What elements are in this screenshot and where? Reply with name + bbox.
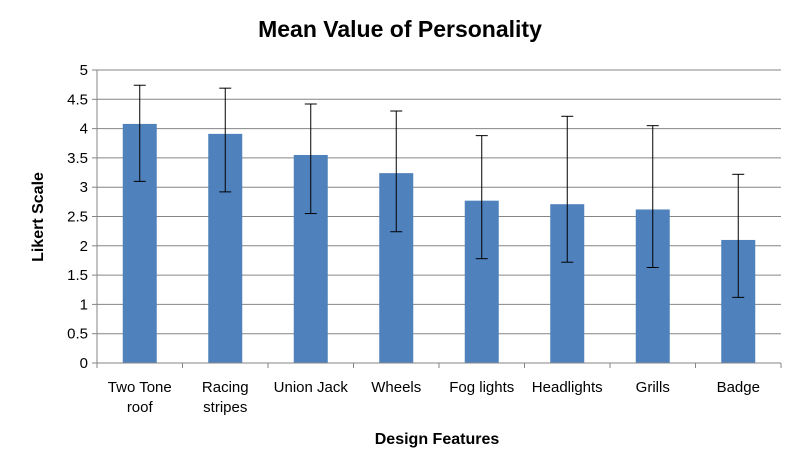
error-bar (732, 173, 745, 298)
error-bar (561, 115, 574, 263)
x-category-label-line: Racing (202, 379, 249, 396)
y-tick-label: 1.5 (67, 267, 88, 284)
y-tick-label: 2 (80, 238, 88, 255)
x-category-label: Grills (636, 379, 670, 396)
x-category-label: Fog lights (449, 379, 514, 396)
error-bar (133, 84, 146, 182)
bars (122, 123, 756, 363)
x-category-label-line: Wheels (371, 379, 421, 396)
x-category-label-line: Grills (636, 379, 670, 396)
x-category-label-line: Two Tone (108, 379, 172, 396)
gridlines (92, 69, 782, 368)
y-tick-label: 0 (80, 355, 88, 372)
y-axis-title: Likert Scale (30, 172, 47, 262)
y-tick-label: 4 (80, 121, 88, 138)
chart-title: Mean Value of Personality (258, 16, 542, 42)
error-bars (133, 84, 745, 298)
x-category-label-line: Headlights (532, 379, 603, 396)
y-tick-label: 1 (80, 296, 88, 313)
x-category-label-line: Badge (717, 379, 760, 396)
x-category-label-line: stripes (203, 399, 247, 416)
x-category-label: Union Jack (274, 379, 349, 396)
x-category-label: Headlights (532, 379, 603, 396)
x-axis-title: Design Features (375, 431, 500, 448)
y-axis-ticks: 0 0.5 1 1.5 2 2.5 3 3.5 4 4.5 5 (67, 62, 88, 372)
x-category-label: Badge (717, 379, 760, 396)
error-bar (304, 103, 317, 215)
x-category-label: Racing stripes (202, 379, 249, 416)
y-tick-label: 3.5 (67, 150, 88, 167)
y-tick-label: 2.5 (67, 209, 88, 226)
error-bar (219, 87, 232, 193)
y-tick-label: 5 (80, 62, 88, 79)
x-category-label-line: Union Jack (274, 379, 349, 396)
x-axis-categories: Two Tone roof Racing stripes Union Jack Wheel… (108, 379, 760, 416)
y-tick-label: 4.5 (67, 91, 88, 108)
x-category-label-line: Fog lights (449, 379, 514, 396)
error-bar (475, 135, 488, 260)
x-category-label-line: roof (127, 399, 154, 416)
y-tick-label: 0.5 (67, 326, 88, 343)
error-bar (390, 110, 403, 233)
x-category-label: Wheels (371, 379, 421, 396)
x-category-label: Two Tone roof (108, 379, 172, 416)
error-bar (646, 125, 659, 268)
y-tick-label: 3 (80, 179, 88, 196)
